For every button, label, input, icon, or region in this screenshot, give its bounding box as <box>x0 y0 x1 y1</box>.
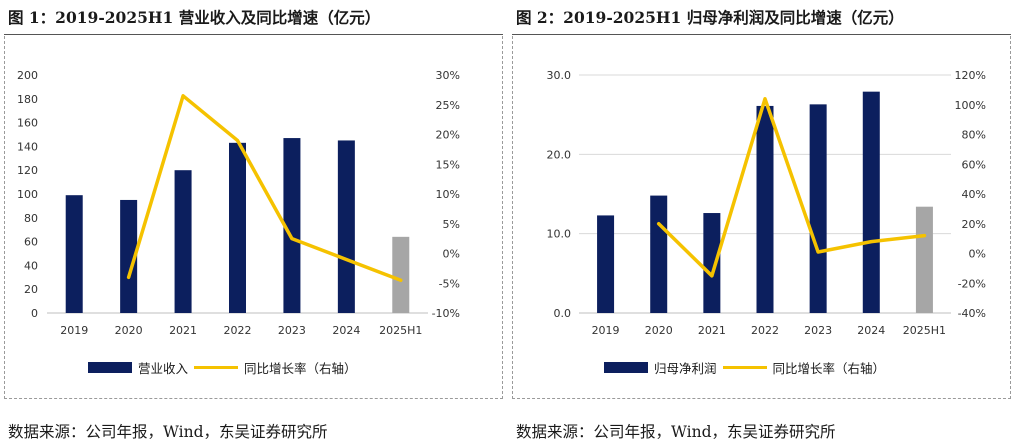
left-bar <box>65 195 83 313</box>
right-x-tick-label: 2024 <box>857 324 885 337</box>
left-y2-tick-label: 20% <box>436 129 460 142</box>
right-growth-point <box>816 250 820 254</box>
left-bar <box>283 138 301 313</box>
right-growth-point <box>710 274 714 278</box>
left-y-tick-label: 0 <box>31 307 38 320</box>
left-y-tick-label: 60 <box>24 236 38 249</box>
right-source-note: 数据来源：公司年报，Wind，东吴证券研究所 <box>516 423 836 441</box>
right-x-tick-label: 2022 <box>751 324 779 337</box>
left-y2-tick-label: 25% <box>436 99 460 112</box>
legend-line-swatch <box>722 366 767 369</box>
left-chart-panel: 图 1：2019-2025H1 营业收入及同比增速（亿元） 0 20 40 60 80 1… <box>0 0 507 447</box>
right-y2-tick-label: 20% <box>962 218 986 231</box>
left-growth-point <box>344 257 348 261</box>
right-y2-tick-label: 0% <box>969 248 986 261</box>
right-bar <box>703 213 721 313</box>
right-x-tick-label: 2021 <box>698 324 726 337</box>
right-x-tick-label: 2019 <box>592 324 620 337</box>
right-chart-panel: 图 2：2019-2025H1 归母净利润及同比增速（亿元） 0.0 10.0 20… <box>508 0 1015 447</box>
left-bar <box>174 170 192 313</box>
left-x-tick-label: 2025H1 <box>379 324 422 337</box>
right-title-rule <box>512 34 1011 35</box>
left-y2-tick-label: 0% <box>443 248 460 261</box>
right-bar <box>597 215 615 313</box>
left-y2-tick-label: -10% <box>432 307 460 320</box>
left-chart-frame <box>4 36 503 399</box>
right-y2-tick-label: 80% <box>962 129 986 142</box>
left-x-tick-label: 2022 <box>224 324 252 337</box>
left-chart-legend: 营业收入 同比增长率（右轴） <box>88 358 357 377</box>
left-y-tick-label: 40 <box>24 259 38 272</box>
left-bar <box>392 236 410 313</box>
left-growth-point <box>290 237 294 241</box>
left-y-tick-label: 180 <box>17 93 38 106</box>
right-growth-line <box>656 97 927 278</box>
left-x-tick-label: 2019 <box>60 324 88 337</box>
left-chart-title: 图 1：2019-2025H1 营业收入及同比增速（亿元） <box>8 8 381 27</box>
right-y-tick-label: 30.0 <box>547 69 572 82</box>
left-y-tick-label: 160 <box>17 117 38 130</box>
left-bar <box>229 142 246 313</box>
right-bar <box>650 195 668 313</box>
right-growth-point <box>763 97 767 101</box>
left-y2-tick-label: 30% <box>436 69 460 82</box>
legend-line-label: 同比增长率（右轴） <box>772 361 886 376</box>
right-y-tick-label: 0.0 <box>554 307 572 320</box>
right-y-tick-label: 20.0 <box>547 148 572 161</box>
left-y2-tick-label: 15% <box>436 158 460 171</box>
right-bar <box>915 206 933 313</box>
left-y-tick-label: 140 <box>17 140 38 153</box>
right-y-tick-label: 10.0 <box>547 228 572 241</box>
left-y-tick-label: 200 <box>17 69 38 82</box>
legend-bar-swatch <box>88 362 132 373</box>
right-bar <box>862 91 880 313</box>
left-y2-tick-label: 5% <box>443 218 460 231</box>
left-title-rule <box>4 34 503 35</box>
right-y2-tick-label: 100% <box>955 99 986 112</box>
left-growth-point <box>399 278 403 282</box>
right-y2-tick-label: 60% <box>962 158 986 171</box>
left-growth-line <box>126 94 403 283</box>
left-y-tick-label: 20 <box>24 283 38 296</box>
right-bar <box>809 104 827 313</box>
right-chart-legend: 归母净利润 同比增长率（右轴） <box>604 358 885 377</box>
right-x-tick-label: 2020 <box>645 324 673 337</box>
left-y2-tick-label: -5% <box>439 277 460 290</box>
right-x-tick-label: 2025H1 <box>903 324 946 337</box>
left-growth-point <box>127 275 131 279</box>
legend-line-label: 同比增长率（右轴） <box>244 361 357 376</box>
left-growth-point <box>236 138 239 142</box>
left-bar <box>120 199 138 313</box>
legend-bar-swatch <box>604 362 648 373</box>
right-y2-tick-label: -40% <box>958 307 986 320</box>
legend-bar-label: 营业收入 <box>138 361 189 376</box>
right-chart-title: 图 2：2019-2025H1 归母净利润及同比增速（亿元） <box>516 8 904 27</box>
right-y2-tick-label: 40% <box>962 188 986 201</box>
left-y2-tick-label: 10% <box>436 188 460 201</box>
left-x-tick-label: 2024 <box>332 324 360 337</box>
right-y2-tick-label: -20% <box>958 277 986 290</box>
left-chart-plot: 0 20 40 60 80 100 120 140 160 180 200 -10% -5% 0% 5% 10… <box>17 69 460 337</box>
left-y-tick-label: 80 <box>24 212 38 225</box>
right-growth-point <box>869 240 873 244</box>
left-source-note: 数据来源：公司年报，Wind，东吴证券研究所 <box>8 423 328 441</box>
right-y2-tick-label: 120% <box>955 69 986 82</box>
left-y-tick-label: 100 <box>17 188 38 201</box>
left-x-tick-label: 2021 <box>169 324 197 337</box>
legend-line-swatch <box>194 366 239 369</box>
right-chart-frame <box>512 36 1011 399</box>
left-bar <box>337 140 355 313</box>
left-growth-point <box>181 94 185 98</box>
right-growth-point <box>657 222 661 226</box>
right-chart-plot: 0.0 10.0 20.0 30.0 -40% -20% 0% 20% 40% 60% 80% 100… <box>547 69 987 337</box>
right-bar <box>756 105 774 313</box>
left-x-tick-label: 2020 <box>115 324 143 337</box>
legend-bar-label: 归母净利润 <box>654 361 717 376</box>
left-x-tick-label: 2023 <box>278 324 306 337</box>
right-growth-point <box>922 234 926 238</box>
right-x-tick-label: 2023 <box>804 324 832 337</box>
left-y-tick-label: 120 <box>17 164 38 177</box>
